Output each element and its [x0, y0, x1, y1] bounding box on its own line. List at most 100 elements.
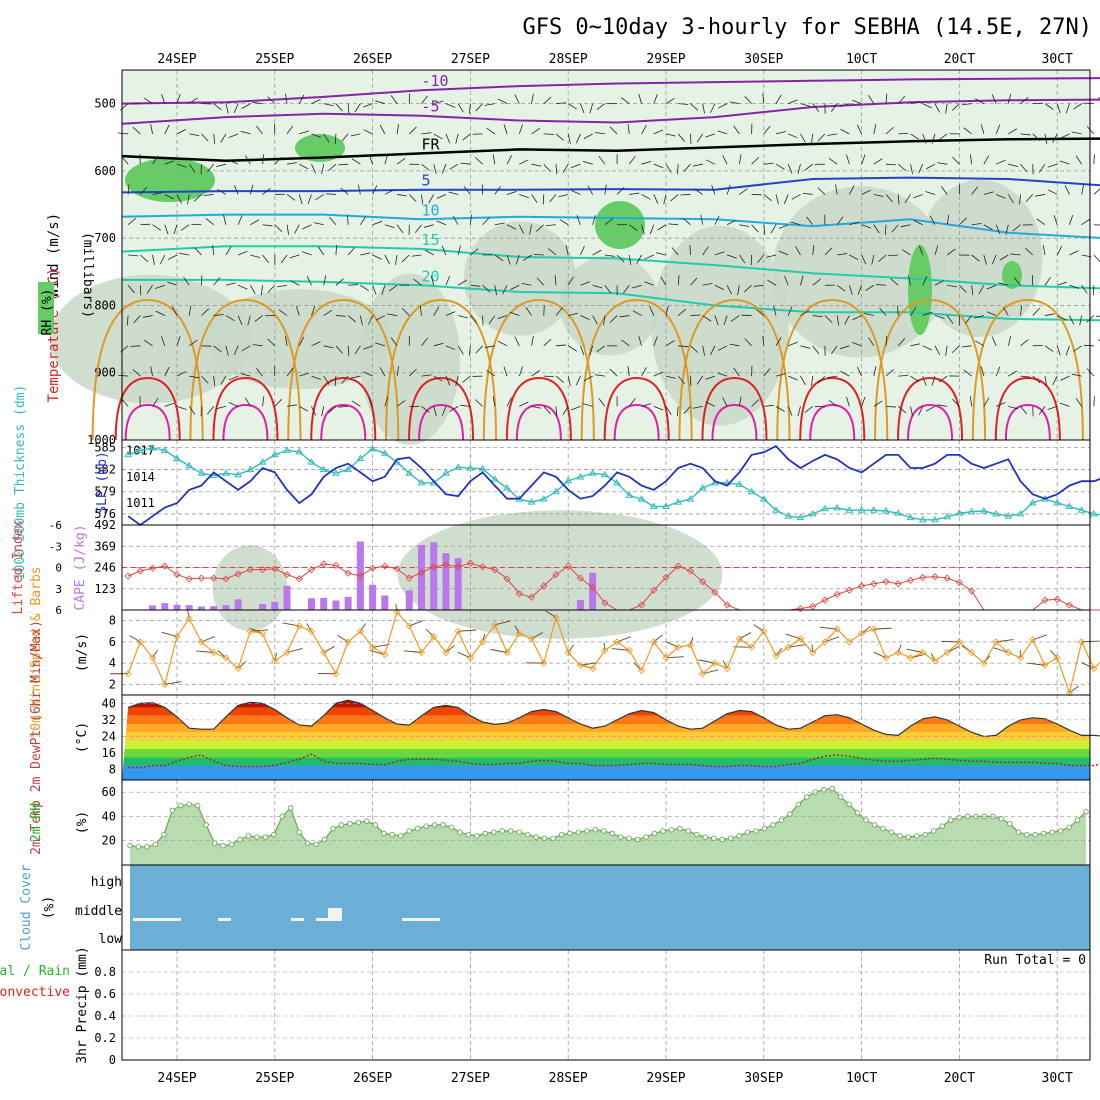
rh2m-point — [846, 801, 852, 808]
wind-barb — [657, 224, 667, 231]
wind-barb — [494, 186, 501, 195]
wind-barb — [449, 163, 459, 170]
wind-barb — [604, 254, 615, 257]
lifted-index-point — [662, 573, 670, 581]
wind-barb — [470, 315, 478, 324]
wind-barb — [800, 275, 804, 286]
wind-speed-point — [894, 648, 902, 657]
isotherm-label: -5 — [422, 98, 440, 116]
wind-barb — [800, 345, 811, 349]
wind-barb — [594, 374, 605, 377]
lifted-index-point — [430, 563, 438, 571]
chart-title: GFS 0~10day 3-hourly for SEBHA (14.5E, 2… — [522, 15, 1092, 40]
wind-barb — [274, 224, 283, 232]
slp-ytick: 1014 — [126, 470, 155, 484]
lifted-index-point — [711, 588, 719, 596]
wind-barb — [812, 345, 820, 354]
rh2m-point — [880, 825, 886, 832]
wind-barb — [375, 315, 386, 321]
wind-barb — [350, 375, 361, 379]
wind-barb — [676, 406, 679, 417]
lifted-index-point — [845, 586, 853, 594]
wind-barb — [213, 133, 216, 144]
wind-barb — [486, 127, 496, 135]
x-tick-bottom: 26SEP — [353, 1071, 392, 1086]
lifted-index-point — [906, 576, 915, 584]
rh2m-point — [440, 822, 446, 828]
thickness-point — [503, 484, 511, 491]
rh2m-point — [634, 836, 641, 843]
wind-barb — [531, 335, 534, 346]
wind-barb — [726, 285, 733, 295]
wind-barb — [1081, 218, 1091, 226]
wind-barb — [285, 93, 288, 104]
wind-barb — [983, 397, 990, 407]
x-tick-top: 26SEP — [353, 52, 392, 67]
wind-barb — [589, 345, 594, 356]
thickness-point — [833, 504, 842, 511]
wind-barb — [482, 217, 490, 226]
wind-speed-point — [161, 680, 169, 688]
rh2m-point — [338, 822, 345, 828]
wind-speed-point — [381, 651, 389, 659]
wind-speed-point — [613, 638, 621, 646]
thickness-point — [698, 484, 707, 491]
wind-barb — [1057, 281, 1067, 286]
wind-barb — [311, 99, 321, 104]
wind-barb — [908, 275, 911, 286]
wind-barb — [644, 281, 654, 286]
wind-barb — [408, 194, 417, 202]
wind-barb — [1032, 375, 1041, 384]
wind-barb — [225, 282, 236, 286]
rh2m-point — [414, 825, 421, 832]
lifted-index-point — [515, 590, 523, 598]
rh2m-point — [820, 786, 827, 793]
lifted-index-point — [148, 564, 157, 572]
wind-barb — [589, 103, 594, 114]
wind-barb — [436, 220, 447, 226]
wind-barb — [384, 254, 390, 265]
wind-barb — [379, 124, 386, 135]
wind-barb — [629, 398, 636, 407]
wind-barb — [492, 396, 496, 407]
wind-barb — [506, 254, 511, 265]
wind-barb — [433, 306, 440, 316]
precip-panel-bg — [122, 950, 1090, 1060]
wind-barb — [1008, 163, 1019, 167]
lifted-index-point — [674, 562, 682, 570]
wind-barb — [311, 375, 322, 380]
wind-barb — [751, 399, 760, 407]
lifted-ytick: -6 — [49, 519, 62, 532]
thickness-point — [442, 469, 450, 476]
wind-barb — [873, 124, 877, 134]
wind-barb — [286, 224, 289, 235]
rh-shade-saturated — [295, 134, 345, 162]
x-tick-bottom: 24SEP — [157, 1071, 196, 1086]
wind-barb — [363, 103, 373, 108]
x-tick-bottom: 29SEP — [646, 1071, 685, 1086]
wind-barb — [705, 401, 716, 407]
upper-air-ytick: 700 — [94, 231, 116, 245]
wind-barb — [568, 312, 579, 316]
wind-barb — [167, 254, 178, 260]
bl-loop — [515, 403, 562, 441]
wind-barb — [722, 397, 728, 407]
wind-barb — [531, 405, 542, 409]
thickness-point — [332, 469, 340, 476]
wind-barb — [228, 375, 239, 381]
rh2m-point — [237, 836, 243, 843]
wind-barb — [641, 224, 645, 235]
wind-barb — [118, 374, 129, 377]
cape-ytick: 246 — [94, 561, 116, 575]
wind-barb — [475, 157, 483, 165]
wind-barb — [262, 224, 273, 227]
wind-barb — [128, 254, 139, 257]
wind-barb — [140, 254, 149, 262]
wind-barb — [457, 279, 467, 286]
wind-barb — [384, 154, 389, 165]
bl-loop — [711, 403, 758, 441]
wind-barb — [665, 375, 676, 379]
wind-barb — [641, 367, 647, 377]
wind-barb — [925, 191, 936, 195]
wind-barb — [922, 311, 933, 316]
